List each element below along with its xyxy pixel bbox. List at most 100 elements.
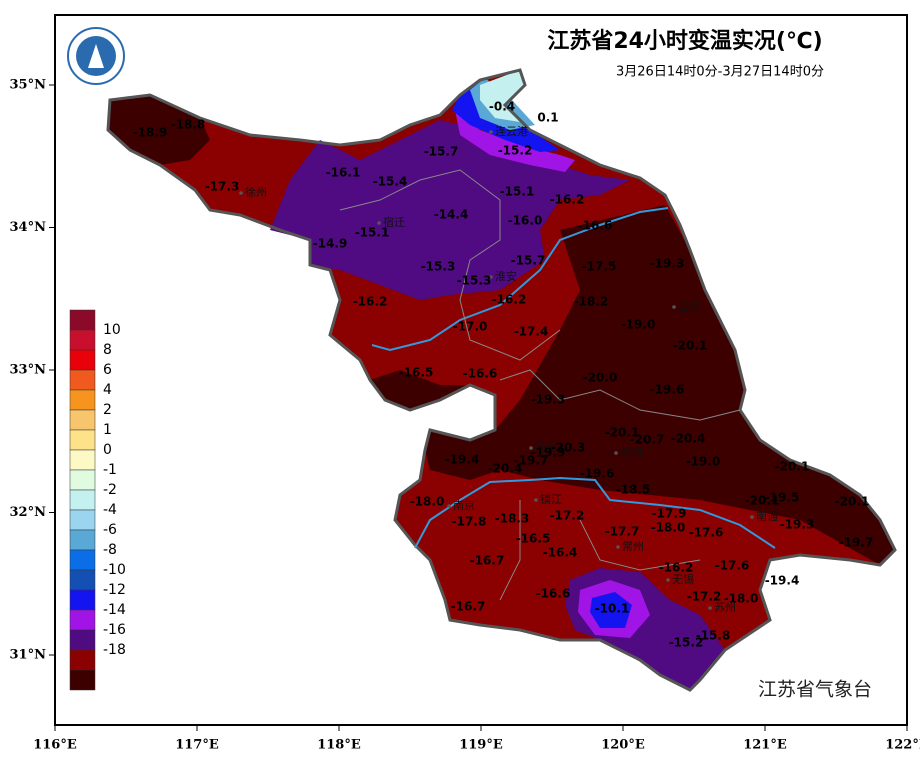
legend-swatch xyxy=(69,649,96,671)
station-value: -19.3 xyxy=(650,257,685,271)
city-name: 苏州 xyxy=(714,601,736,614)
station-value: -18.0 xyxy=(410,495,445,509)
city-name: 连云港 xyxy=(495,125,528,138)
station-value: -18.8 xyxy=(171,118,206,132)
station-value: -16.0 xyxy=(508,214,543,228)
station-value: -19.6 xyxy=(650,383,685,397)
station-value: -20.7 xyxy=(630,433,665,447)
legend-label: -6 xyxy=(103,522,117,538)
legend-label: 0 xyxy=(103,442,112,458)
station-value: -16.2 xyxy=(492,293,527,307)
x-tick-label: 122°E xyxy=(885,738,920,753)
station-value: -19.7 xyxy=(514,454,549,468)
station-value: -17.0 xyxy=(453,320,488,334)
station-value: -15.7 xyxy=(511,254,546,268)
city-dot xyxy=(666,578,670,582)
station-value: -17.6 xyxy=(715,559,750,573)
station-value: -17.6 xyxy=(689,526,724,540)
station-value: -14.4 xyxy=(434,208,469,222)
city-name: 常州 xyxy=(622,540,644,553)
station-value: -14.9 xyxy=(313,237,348,251)
station-value: -16.2 xyxy=(659,561,694,575)
city-dot xyxy=(239,191,243,195)
legend-swatch xyxy=(69,469,96,491)
city-name: 泰州 xyxy=(620,445,642,459)
footer: 江苏省气象台 xyxy=(758,679,872,701)
legend-swatch xyxy=(69,569,96,591)
legend-label: -2 xyxy=(103,482,117,498)
city-dot xyxy=(447,504,451,508)
station-value: -15.7 xyxy=(424,145,459,159)
city-dot xyxy=(708,606,712,610)
station-value: -20.3 xyxy=(551,441,586,455)
legend-label: 6 xyxy=(103,362,112,378)
station-value: -15.3 xyxy=(457,274,492,288)
station-value: -16.2 xyxy=(353,295,388,309)
legend-label: -16 xyxy=(103,622,126,638)
x-tick-label: 119°E xyxy=(459,738,503,753)
legend-label: -14 xyxy=(103,602,126,618)
station-value: -16.7 xyxy=(451,600,486,614)
station-value: -16.5 xyxy=(516,532,551,546)
station-value: -17.2 xyxy=(550,509,585,523)
station-value: 0.1 xyxy=(537,111,558,125)
title: 江苏省24小时变温实况(℃) xyxy=(547,28,822,54)
legend-label: 2 xyxy=(103,402,112,418)
station-value: -15.1 xyxy=(355,226,390,240)
station-value: -20.0 xyxy=(583,371,618,385)
city-dot xyxy=(529,446,533,450)
station-value: -10.1 xyxy=(595,602,630,616)
city-name: 南通 xyxy=(756,510,778,523)
legend-swatch xyxy=(69,429,96,451)
station-value: -16.1 xyxy=(326,166,361,180)
station-value: -19.4 xyxy=(765,574,800,588)
legend-label: 1 xyxy=(103,422,112,438)
y-tick-label: 32°N xyxy=(10,505,47,520)
station-value: -20.4 xyxy=(488,462,523,476)
city-dot xyxy=(534,498,538,502)
legend-label: -1 xyxy=(103,462,117,478)
y-tick-label: 33°N xyxy=(10,363,47,378)
station-value: -18.0 xyxy=(651,521,686,535)
station-value: -17.4 xyxy=(514,325,549,339)
city-name: 徐州 xyxy=(245,185,267,199)
city-name: 扬州 xyxy=(535,440,557,454)
station-value: -16.6 xyxy=(578,219,613,233)
station-value: -17.9 xyxy=(652,507,687,521)
station-value: -19.3 xyxy=(780,518,815,532)
lake xyxy=(339,169,741,601)
station-value: -19.3 xyxy=(531,393,566,407)
station-value: -19.4 xyxy=(445,453,480,467)
station-value: -15.1 xyxy=(500,185,535,199)
station-value: -19.9 xyxy=(531,446,566,460)
station-value: -0.4 xyxy=(489,100,515,114)
station-value: -16.6 xyxy=(463,367,498,381)
region-light xyxy=(480,70,525,122)
region-coldest xyxy=(370,370,470,410)
station-value: -18.0 xyxy=(724,592,759,606)
subtitle: 3月26日14时0分-3月27日14时0分 xyxy=(616,65,824,80)
city-name: 无锡 xyxy=(672,572,694,586)
station-value: -18.9 xyxy=(133,126,168,140)
legend-swatch xyxy=(69,609,96,631)
city-name: 宿迁 xyxy=(383,215,405,229)
station-value: -19.6 xyxy=(580,467,615,481)
y-tick-label: 34°N xyxy=(10,220,47,235)
legend-label: 4 xyxy=(103,382,112,398)
legend-label: 8 xyxy=(103,342,112,358)
province xyxy=(106,68,897,692)
legend-swatch xyxy=(69,349,96,371)
legend-swatch xyxy=(69,409,96,431)
station-value: -16.5 xyxy=(399,366,434,380)
station-value: -19.7 xyxy=(839,536,874,550)
x-tick-label: 117°E xyxy=(175,738,219,753)
station-value: -17.7 xyxy=(605,525,640,539)
legend-swatch xyxy=(69,329,96,351)
station-value: -16.2 xyxy=(550,193,585,207)
legend-swatch xyxy=(69,549,96,571)
city-dot xyxy=(672,305,676,309)
y-tick-label: 35°N xyxy=(10,78,47,93)
station-value: -17.5 xyxy=(582,260,617,274)
logo-tower xyxy=(88,44,104,68)
